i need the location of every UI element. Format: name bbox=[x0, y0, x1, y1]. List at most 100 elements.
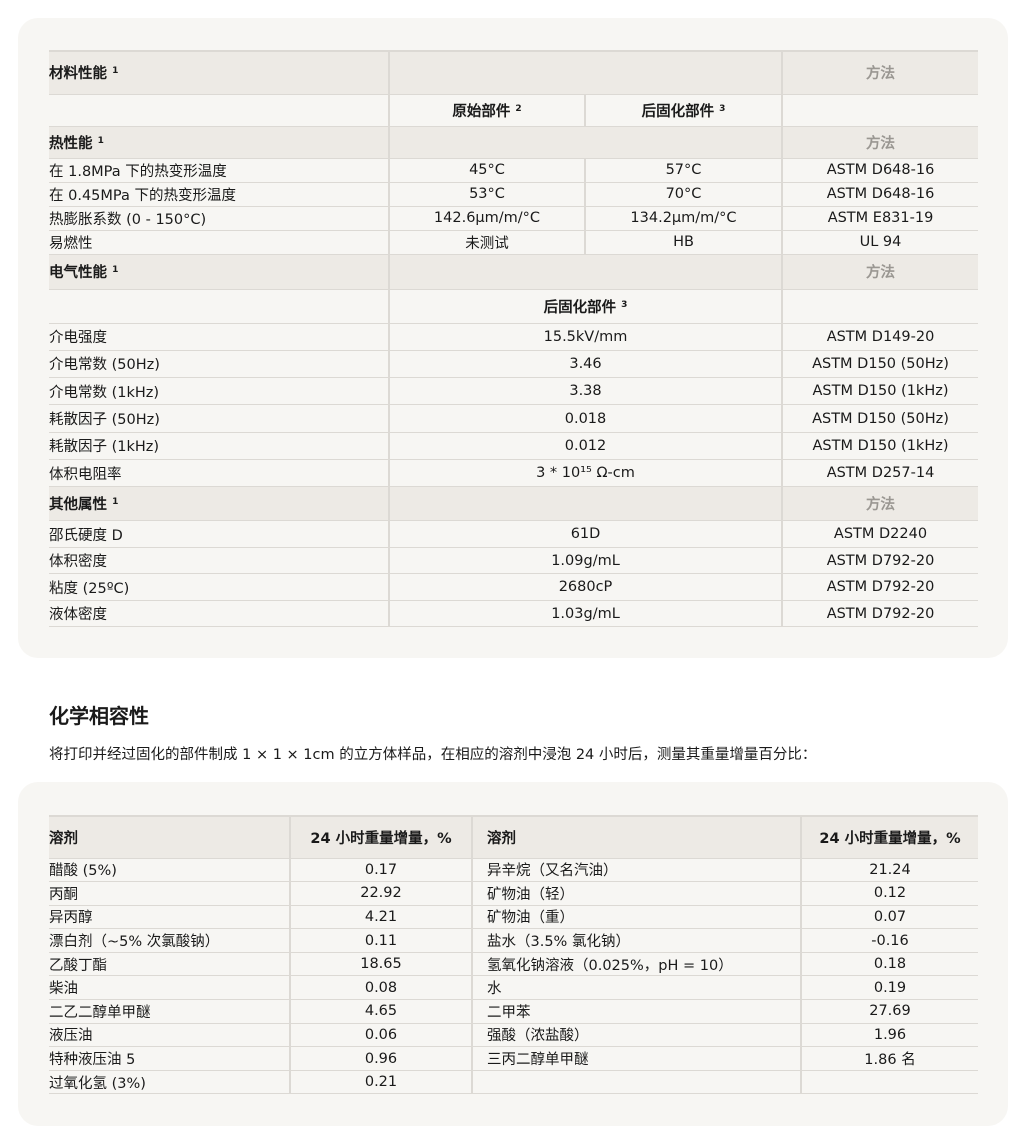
blank bbox=[781, 94, 978, 127]
solvent-name-text: 二乙二醇单甲醚 bbox=[49, 1004, 151, 1021]
col-gain: 24 小时重量增量，% bbox=[800, 815, 978, 859]
solvent-name: 液压油 bbox=[49, 1023, 290, 1048]
weight-gain-text: 1.86 名 bbox=[864, 1052, 916, 1069]
property-name-text: 体积密度 bbox=[49, 554, 107, 571]
property-name: 耗散因子 (50Hz) bbox=[49, 404, 389, 433]
property-name-text: 邵氏硬度 D bbox=[49, 527, 123, 544]
weight-gain: 0.21 bbox=[289, 1070, 472, 1095]
method-value: ASTM D257-14 bbox=[781, 459, 978, 488]
properties-table: 材料性能 1 方法 原始部件 2 后固化部件 3 热性能 1 方法在 1.8MPa 下的热… bbox=[49, 50, 978, 628]
property-value-text: 3 * 10¹⁵ Ω-cm bbox=[536, 465, 635, 482]
section-title-text: 电气性能 bbox=[49, 265, 107, 281]
postcured-value-text: 57°C bbox=[665, 162, 702, 178]
weight-gain-text: 18.65 bbox=[360, 956, 402, 973]
method-value-text: UL 94 bbox=[859, 234, 902, 250]
table-row: 介电常数 (1kHz) 3.38 ASTM D150 (1kHz) bbox=[49, 377, 978, 406]
weight-gain-text: 27.69 bbox=[869, 1003, 911, 1020]
solvent-name: 乙酸丁酯 bbox=[49, 952, 290, 977]
footnote-mark: 1 bbox=[112, 497, 119, 508]
method-value: ASTM D149-20 bbox=[781, 323, 978, 351]
original-value-text: 53°C bbox=[469, 186, 505, 202]
property-name-text: 在 0.45MPa 下的热变形温度 bbox=[49, 187, 236, 204]
weight-gain-text: 4.21 bbox=[364, 908, 398, 925]
col-original-text: 原始部件 bbox=[452, 103, 511, 120]
col-solvent-text: 溶剂 bbox=[487, 830, 516, 847]
solvent-name-text: 水 bbox=[487, 981, 502, 998]
col-gain-text: 24 小时重量增量，% bbox=[819, 830, 961, 847]
weight-gain-text: -0.16 bbox=[871, 932, 909, 949]
property-value-text: 15.5kV/mm bbox=[543, 328, 628, 345]
method-value: ASTM D792-20 bbox=[781, 600, 978, 628]
col-solvent: 溶剂 bbox=[471, 815, 801, 859]
property-name-text: 耗散因子 (1kHz) bbox=[49, 439, 160, 456]
weight-gain: 4.21 bbox=[289, 905, 472, 930]
property-name: 液体密度 bbox=[49, 600, 389, 628]
weight-gain-text: 0.17 bbox=[364, 861, 398, 878]
method-value: ASTM D792-20 bbox=[781, 547, 978, 575]
weight-gain: -0.16 bbox=[800, 928, 978, 953]
col-postcured-text: 后固化部件 bbox=[543, 299, 617, 316]
solvent-name: 异辛烷（又名汽油） bbox=[471, 858, 801, 883]
table-row: 液压油 0.06 强酸（浓盐酸） 1.96 bbox=[49, 1023, 978, 1048]
method-value: ASTM D2240 bbox=[781, 520, 978, 548]
property-value-text: 3.38 bbox=[569, 383, 602, 400]
property-name-text: 耗散因子 (50Hz) bbox=[49, 412, 160, 429]
solvent-name: 醋酸 (5%) bbox=[49, 858, 290, 883]
postcured-value: 57°C bbox=[584, 158, 782, 183]
solvent-name-text: 异辛烷（又名汽油） bbox=[487, 863, 618, 880]
method-value: ASTM D792-20 bbox=[781, 573, 978, 601]
property-name: 在 1.8MPa 下的热变形温度 bbox=[49, 158, 389, 183]
solvent-name-text: 异丙醇 bbox=[49, 910, 93, 927]
properties-card: 材料性能 1 方法 原始部件 2 后固化部件 3 热性能 1 方法在 1.8MPa 下的热… bbox=[18, 18, 1008, 658]
method-value-text: ASTM D257-14 bbox=[826, 465, 935, 482]
weight-gain: 0.12 bbox=[800, 881, 978, 906]
column-header: 后固化部件 3 bbox=[49, 289, 978, 324]
table-row: 介电强度 15.5kV/mm ASTM D149-20 bbox=[49, 323, 978, 351]
weight-gain-text: 0.07 bbox=[873, 908, 907, 925]
method-header-text: 方法 bbox=[866, 265, 895, 281]
solvent-name: 柴油 bbox=[49, 975, 290, 1001]
footnote-mark: 3 bbox=[719, 103, 726, 114]
table-row: 过氧化氢 (3%) 0.21 bbox=[49, 1070, 978, 1095]
col-postcured-text: 后固化部件 bbox=[641, 103, 715, 120]
property-value: 3.46 bbox=[388, 350, 782, 379]
table-row: 邵氏硬度 D 61D ASTM D2240 bbox=[49, 520, 978, 548]
footnote-mark: 3 bbox=[621, 299, 628, 310]
solvent-name-text: 柴油 bbox=[49, 981, 78, 998]
property-name-text: 易燃性 bbox=[49, 235, 93, 252]
solvent-name: 强酸（浓盐酸） bbox=[471, 1023, 801, 1048]
weight-gain-text: 22.92 bbox=[360, 885, 402, 902]
section-title-text: 其他属性 bbox=[49, 497, 107, 514]
solvent-name-text: 二甲苯 bbox=[487, 1004, 531, 1021]
property-value-text: 61D bbox=[570, 526, 601, 543]
section-title: 热性能 1 bbox=[49, 126, 389, 159]
method-value-text: ASTM D792-20 bbox=[826, 552, 935, 569]
col-gain-text: 24 小时重量增量，% bbox=[310, 830, 452, 847]
blank bbox=[49, 289, 389, 324]
solvent-name: 过氧化氢 (3%) bbox=[49, 1070, 290, 1095]
property-value: 0.018 bbox=[388, 404, 782, 433]
property-value-text: 1.09g/mL bbox=[551, 552, 620, 569]
weight-gain-text: 0.11 bbox=[364, 932, 398, 949]
col-original: 原始部件 2 bbox=[388, 94, 585, 127]
method-value-text: ASTM D150 (50Hz) bbox=[812, 410, 949, 427]
method-value-text: ASTM D792-20 bbox=[826, 579, 935, 596]
col-solvent: 溶剂 bbox=[49, 815, 290, 859]
property-value: 1.03g/mL bbox=[388, 600, 782, 628]
blank bbox=[781, 289, 978, 324]
method-value: ASTM D150 (50Hz) bbox=[781, 350, 978, 379]
property-name-text: 粘度 (25ºC) bbox=[49, 580, 130, 597]
property-value: 0.012 bbox=[388, 432, 782, 460]
weight-gain: 0.18 bbox=[800, 952, 978, 977]
weight-gain-text: 0.96 bbox=[364, 1050, 398, 1067]
method-value-text: ASTM E831-19 bbox=[827, 210, 934, 226]
method-value: ASTM D150 (1kHz) bbox=[781, 432, 978, 460]
table-row: 易燃性 未测试 HB UL 94 bbox=[49, 230, 978, 255]
solvent-name: 二乙二醇单甲醚 bbox=[49, 999, 290, 1024]
method-value: ASTM D150 (1kHz) bbox=[781, 377, 978, 406]
solvent-name: 矿物油（轻） bbox=[471, 881, 801, 906]
property-name: 介电常数 (1kHz) bbox=[49, 377, 389, 406]
property-name: 在 0.45MPa 下的热变形温度 bbox=[49, 182, 389, 207]
property-value: 15.5kV/mm bbox=[388, 323, 782, 351]
property-value-text: 0.018 bbox=[564, 410, 607, 427]
